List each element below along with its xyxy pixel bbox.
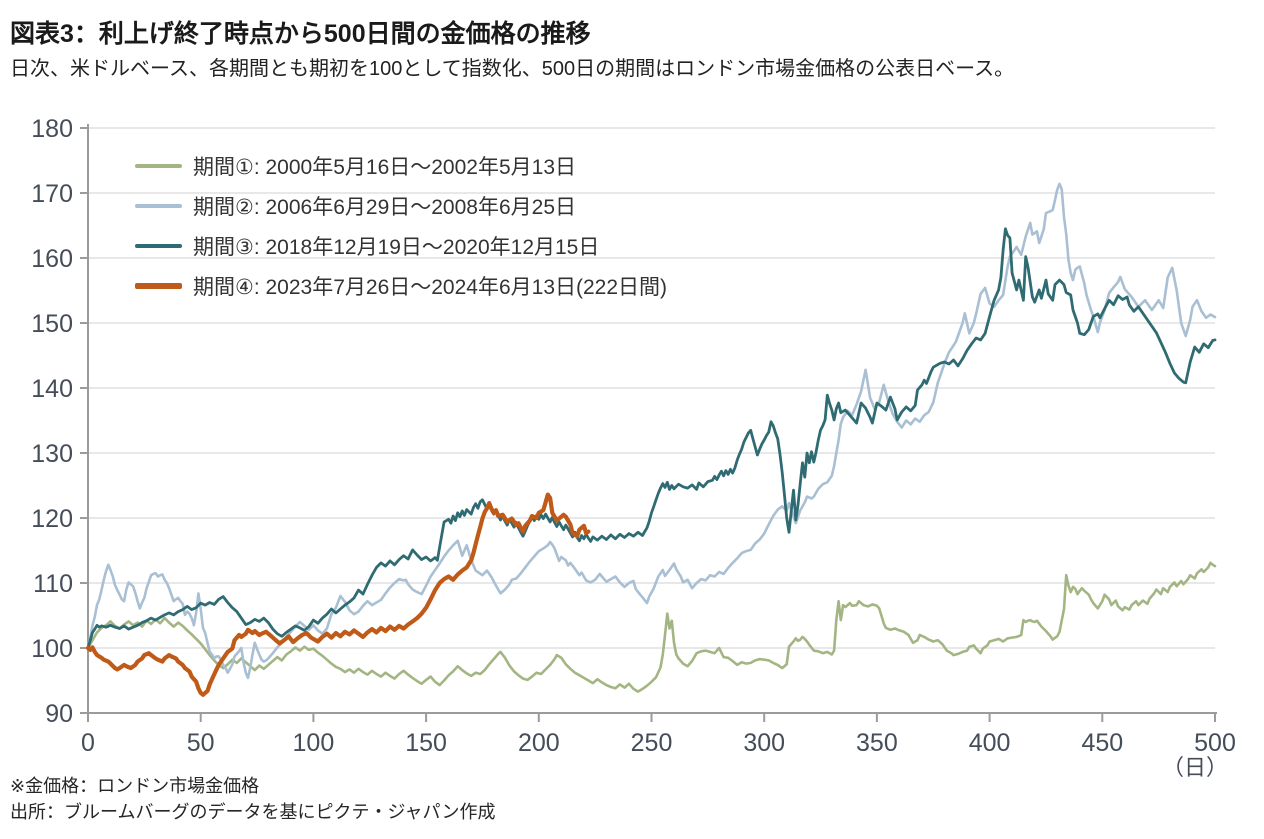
chart-subtitle: 日次、米ドルベース、各期間とも期初を100として指数化、500日の期間はロンドン… [10,58,1015,80]
y-tick-label-170: 170 [31,180,73,208]
chart-title: 図表3：利上げ終了時点から500日間の金価格の推移 [10,20,591,48]
x-axis-unit-label: （日） [1162,755,1228,780]
x-tick-label-500: 500 [1194,729,1236,757]
y-tick-label-130: 130 [31,440,73,468]
series-line-period3 [86,227,1217,650]
legend-line-swatch [135,243,182,248]
x-tick-label-0: 0 [81,729,95,757]
legend-item-period2: 期間②: 2006年6月29日～2008年6月25日 [135,192,667,219]
footnote-gold-price: ※金価格：ロンドン市場金価格 [10,776,260,796]
x-tick-label-350: 350 [856,729,898,757]
legend-label: 期間①: 2000年5月16日～2002年5月13日 [193,155,577,179]
axis-tick-labels: 90 100 110 120 130 140 150 160 170 180 0 50 100 150 20… [31,115,1236,757]
legend-item-period4: 期間④: 2023年7月26日～2024年6月13日(222日間) [135,272,667,299]
y-tick-label-160: 160 [31,245,73,273]
y-tick-label-100: 100 [31,635,73,663]
y-tick-label-110: 110 [33,570,73,598]
footnote-source: 出所：ブルームバーグのデータを基にピクテ・ジャパン作成 [10,802,496,822]
data-series [85,182,1217,697]
gridlines [88,127,1215,649]
legend-label: 期間③: 2018年12月19日～2020年12月15日 [193,235,600,259]
legend-line-swatch [135,282,182,289]
y-tick-label-90: 90 [45,700,73,728]
y-tick-label-120: 120 [31,505,73,533]
x-tick-label-100: 100 [293,729,335,757]
x-tick-label-300: 300 [743,729,785,757]
series-line-period1 [86,561,1217,693]
x-tick-label-400: 400 [969,729,1011,757]
y-tick-label-150: 150 [31,310,73,338]
legend-label: 期間④: 2023年7月26日～2024年6月13日(222日間) [193,275,668,299]
legend-line-swatch [135,203,182,208]
chart-legend: 期間①: 2000年5月16日～2002年5月13日 期間②: 2006年6月29… [135,152,667,312]
series-line-period2 [86,182,1217,680]
x-tick-label-450: 450 [1081,729,1123,757]
legend-line-swatch [135,163,182,168]
legend-item-period1: 期間①: 2000年5月16日～2002年5月13日 [135,152,667,179]
series-line-period4 [85,492,591,697]
y-tick-label-140: 140 [31,375,73,403]
y-tick-label-180: 180 [31,115,73,143]
x-tick-label-250: 250 [631,729,673,757]
legend-label: 期間②: 2006年6月29日～2008年6月25日 [193,195,577,219]
x-tick-label-50: 50 [187,729,215,757]
x-tick-label-200: 200 [518,729,560,757]
axes [80,124,1217,722]
legend-item-period3: 期間③: 2018年12月19日～2020年12月15日 [135,232,667,259]
x-tick-label-150: 150 [405,729,447,757]
